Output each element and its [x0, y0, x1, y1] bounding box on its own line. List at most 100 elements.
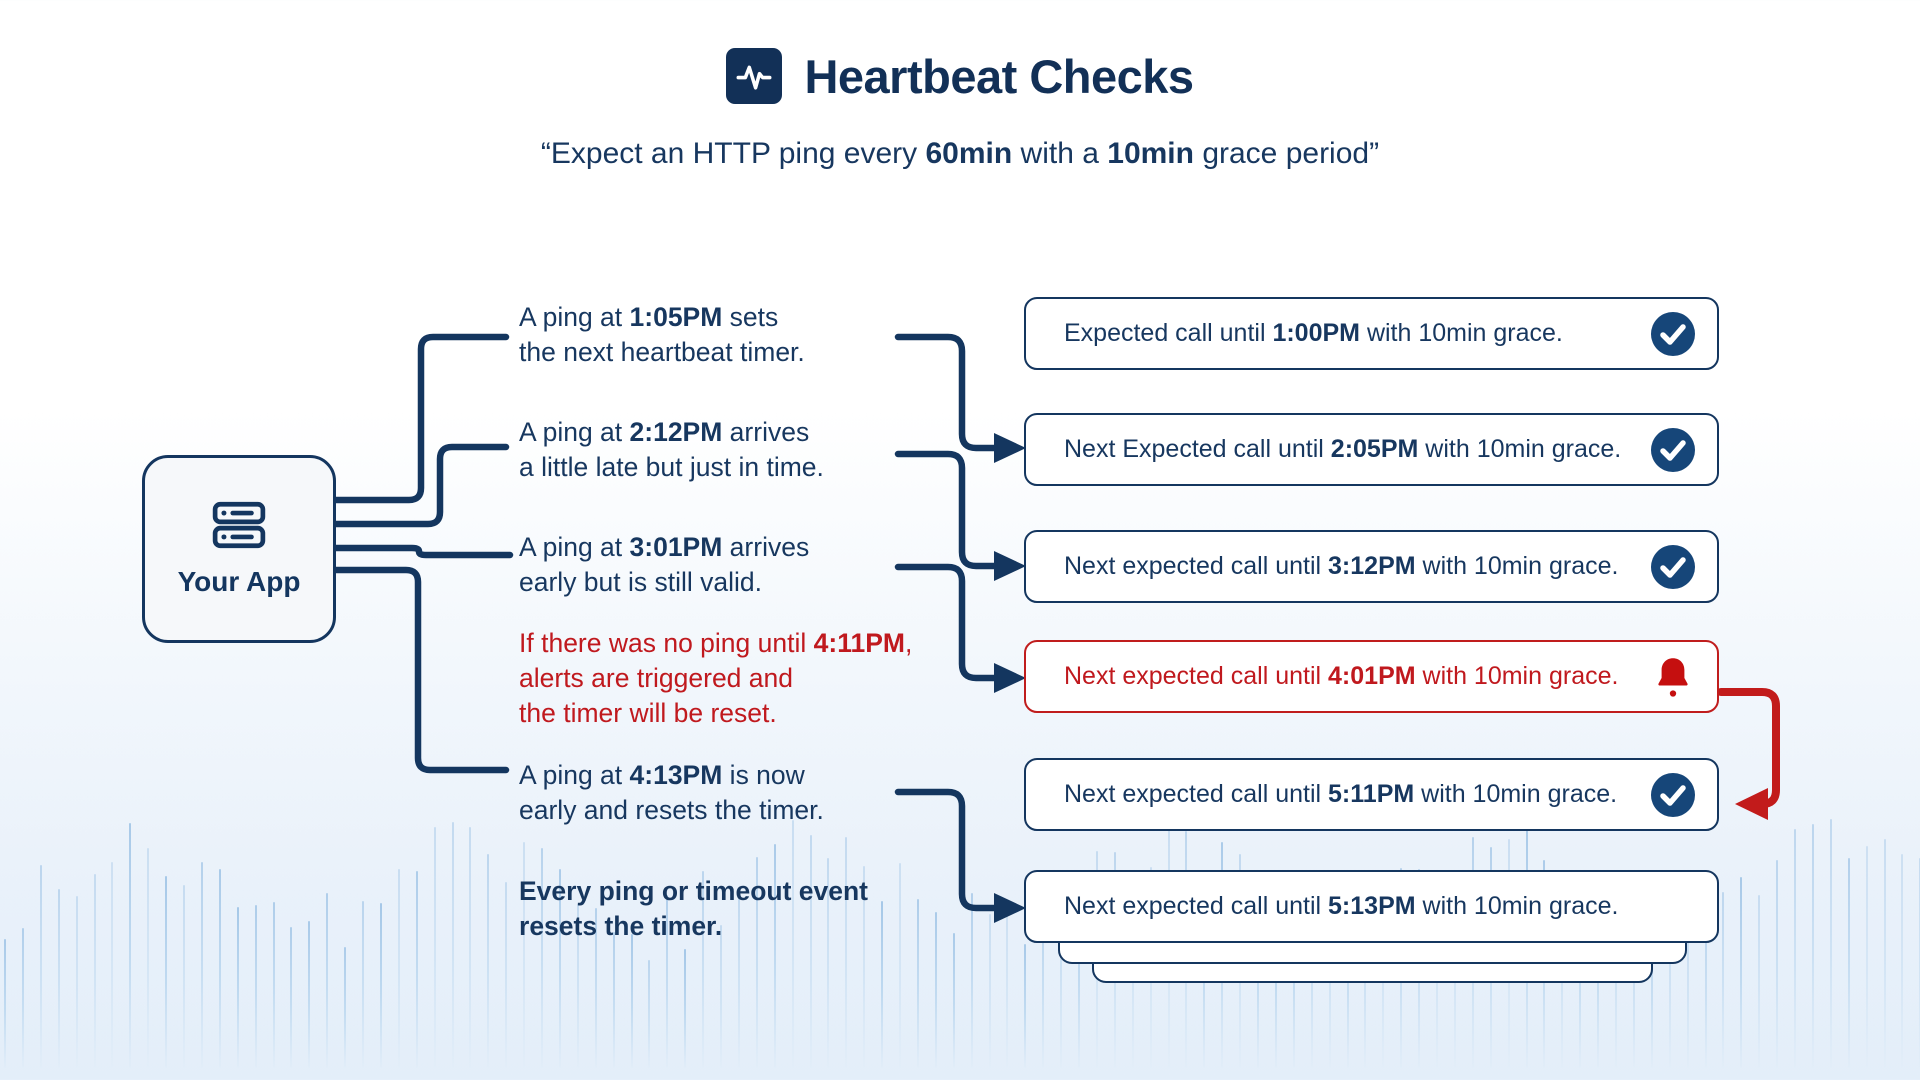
connector-app-to-ping1 — [324, 333, 510, 504]
state-text: Next expected call until 5:13PM with 10m… — [1064, 892, 1619, 920]
waveform-bar — [1776, 860, 1779, 1068]
connector-app-to-ping4 — [324, 566, 510, 774]
connector-ping4-to-state6 — [894, 788, 998, 912]
waveform-bar — [720, 925, 722, 1068]
waveform-bar — [988, 914, 991, 1068]
state-text: Next Expected call until 2:05PM with 10m… — [1064, 435, 1622, 463]
waveform-bar — [1722, 892, 1725, 1068]
waveform-bar — [541, 848, 543, 1068]
arrowhead-state2 — [994, 433, 1026, 463]
check-circle-icon — [1651, 772, 1695, 817]
state-box-4: Next expected call until 4:01PM with 10m… — [1024, 640, 1719, 713]
waveform-bar — [505, 882, 508, 1068]
waveform-bar — [451, 822, 454, 1068]
event-timeout: If there was no ping until 4:11PM, alerts… — [519, 628, 913, 728]
state-box-3: Next expected call until 3:12PM with 10m… — [1024, 530, 1719, 603]
waveform-bar — [397, 869, 400, 1068]
waveform-bar — [469, 827, 472, 1068]
state-box-5: Next expected call until 5:11PM with 10m… — [1024, 758, 1719, 831]
waveform-bar — [129, 823, 132, 1068]
state-text: Expected call until 1:00PM with 10min gr… — [1064, 319, 1563, 347]
waveform-bar — [1847, 858, 1850, 1068]
waveform-bar — [684, 949, 687, 1068]
waveform-bar — [362, 901, 364, 1068]
waveform-bar — [57, 889, 60, 1068]
waveform-bar — [1704, 916, 1707, 1068]
waveform-bar — [899, 863, 901, 1068]
waveform-bar — [4, 939, 6, 1068]
check-circle-icon — [1651, 311, 1695, 356]
waveform-bar — [183, 885, 185, 1068]
arrowhead-state3 — [994, 551, 1026, 581]
waveform-bar — [1328, 900, 1331, 1068]
waveform-bar — [630, 934, 633, 1068]
state-text: Next expected call until 5:11PM with 10m… — [1064, 780, 1618, 808]
app-node-label: Your App — [177, 565, 301, 597]
waveform-bar — [1829, 819, 1832, 1068]
waveform-bar — [272, 902, 275, 1068]
event-ping-3: A ping at 3:01PM arrives early but is sti… — [519, 532, 810, 597]
state-box-1: Expected call until 1:00PM with 10min gr… — [1024, 297, 1719, 370]
waveform-bar — [326, 893, 329, 1068]
connector-app-to-ping3 — [324, 544, 514, 559]
page-subtitle: “Expect an HTTP ping every 60min with a … — [540, 137, 1380, 170]
waveform-bar — [881, 901, 884, 1068]
waveform-bar — [39, 865, 42, 1068]
bell-icon — [1651, 654, 1695, 700]
waveform-bar — [576, 904, 579, 1068]
waveform-bar — [1901, 854, 1904, 1068]
waveform-bar — [1811, 824, 1814, 1068]
arrowhead-timeout-loop — [1735, 788, 1768, 820]
waveform-bar — [558, 869, 561, 1068]
waveform-bar — [487, 854, 490, 1068]
waveform-bar — [344, 947, 347, 1068]
waveform-bar — [809, 835, 812, 1068]
event-ping-1: A ping at 1:05PM sets the next heartbeat … — [519, 302, 805, 367]
waveform-bar — [1024, 944, 1027, 1068]
waveform-bar — [737, 889, 740, 1068]
waveform-bar — [702, 871, 705, 1068]
connector-ping3-to-state4 — [894, 563, 998, 682]
waveform-bar — [1740, 877, 1743, 1068]
waveform-bar — [308, 921, 311, 1068]
state-box-6: Next expected call until 5:13PM with 10m… — [1024, 870, 1719, 943]
event-ping-2: A ping at 2:12PM arrives a little late bu… — [519, 417, 824, 482]
app-node: Your App — [142, 455, 336, 643]
waveform-bar — [1346, 902, 1349, 1068]
arrowhead-state6 — [994, 893, 1026, 923]
waveform-bar — [1758, 895, 1761, 1068]
waveform-bar — [1650, 921, 1653, 1068]
waveform-bar — [934, 912, 937, 1068]
page-header: Heartbeat Checks — [0, 48, 1920, 104]
waveform-bar — [773, 844, 776, 1068]
connector-app-to-ping2 — [324, 443, 510, 528]
waveform-bar — [1865, 846, 1868, 1068]
waveform-bar — [1883, 839, 1886, 1068]
server-icon — [212, 501, 266, 554]
waveform-bar — [1632, 947, 1635, 1068]
waveform-bar — [165, 876, 168, 1068]
waveform-bar — [1686, 911, 1689, 1068]
waveform-bar — [1668, 901, 1671, 1068]
waveform-bar — [379, 903, 382, 1068]
waveform-bar — [970, 893, 973, 1068]
event-ping-4: A ping at 4:13PM is now early and resets … — [519, 760, 824, 825]
waveform-bar — [93, 874, 96, 1068]
waveform-bar — [916, 899, 919, 1068]
connector-ping2-to-state3 — [894, 450, 998, 570]
waveform-bar — [1364, 922, 1367, 1068]
waveform-bar — [433, 827, 436, 1068]
event-summary: Every ping or timeout event resets the ti… — [519, 876, 868, 941]
check-circle-icon — [1651, 544, 1695, 589]
waveform-bar — [845, 837, 848, 1068]
waveform-bar — [1042, 895, 1045, 1068]
page-title: Heartbeat Checks — [804, 49, 1194, 103]
waveform-bar — [1794, 829, 1796, 1068]
waveform-bar — [75, 896, 78, 1068]
waveform-bar — [648, 960, 651, 1068]
waveform-bar — [523, 842, 526, 1068]
waveform-bar — [147, 848, 150, 1068]
waveform-bar — [755, 857, 758, 1068]
state-text: Next expected call until 4:01PM with 10m… — [1064, 662, 1619, 690]
